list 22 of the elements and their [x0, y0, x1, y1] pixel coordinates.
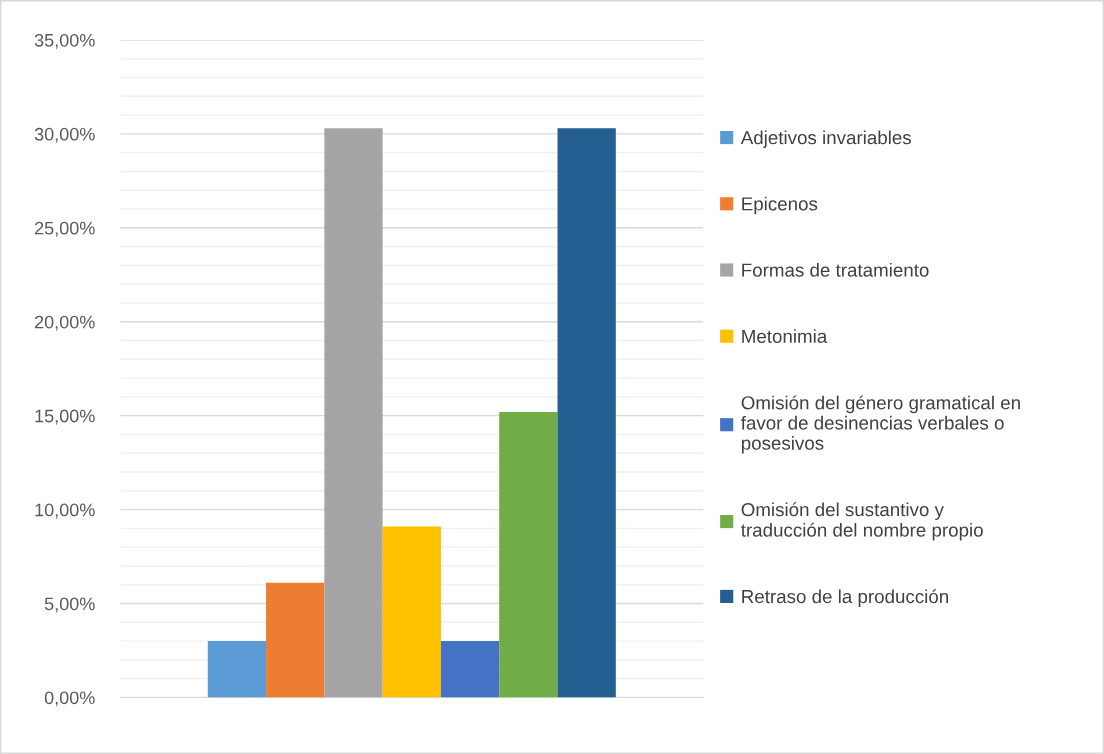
y-tick-label: 5,00% — [44, 597, 95, 613]
legend-label: Retraso de la producción — [742, 589, 948, 607]
bar — [324, 128, 383, 698]
y-tick-label: 0,00% — [44, 691, 95, 707]
legend-label: Omisión del sustantivo y traducción del nombre propio — [741, 502, 983, 541]
legend-label: Omisión del género gramatical en favor de desinencias verbales o posesivos — [741, 395, 1020, 454]
legend-label: Epicenos — [742, 196, 818, 215]
legend-label: Metonimia — [742, 329, 828, 343]
y-tick-label: 30,00% — [34, 127, 95, 143]
bar — [499, 411, 558, 698]
y-tick-label: 10,00% — [35, 503, 95, 519]
y-tick-label: 25,00% — [35, 221, 95, 237]
bar — [440, 641, 500, 698]
bar — [266, 582, 325, 698]
bar — [382, 526, 441, 698]
bar — [557, 128, 616, 698]
y-tick-label: 15,00% — [35, 409, 95, 425]
legend-label: Adjetivos invariables — [740, 130, 911, 148]
legend-label: Formas de tratamiento — [742, 262, 929, 277]
y-tick-label: 20,00% — [35, 315, 95, 331]
y-tick-label: 35,00% — [34, 33, 95, 49]
bar — [207, 641, 267, 698]
